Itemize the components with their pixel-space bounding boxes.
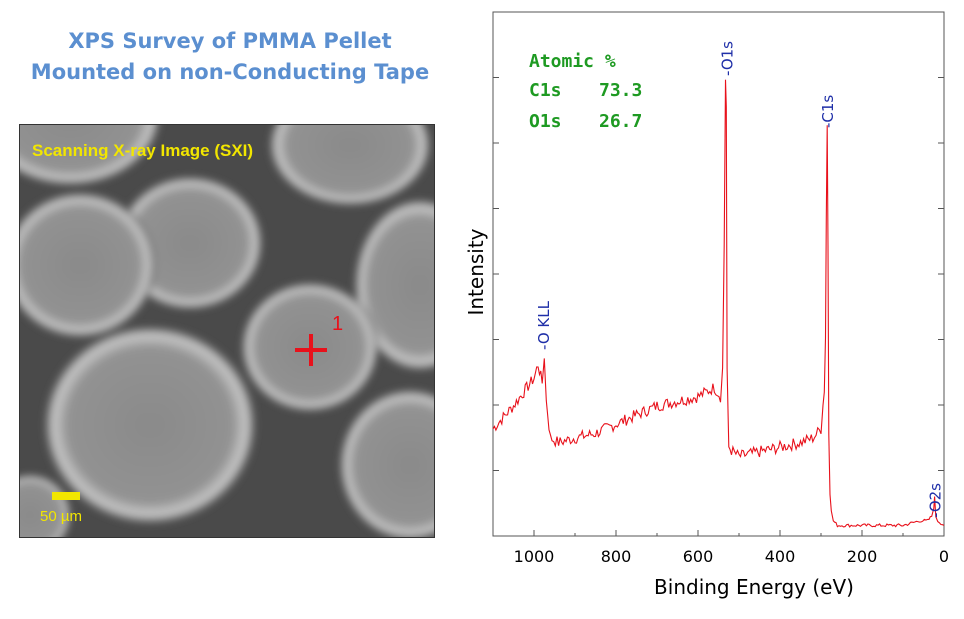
pellet	[355, 200, 434, 370]
x-axis-title: Binding Energy (eV)	[654, 575, 854, 599]
peak-label: -O KLL	[535, 300, 553, 350]
peak-label: -O1s	[718, 41, 736, 76]
figure-title: XPS Survey of PMMA Pellet Mounted on non…	[0, 26, 460, 88]
pellet	[20, 193, 155, 337]
composition-value: 26.7	[599, 111, 642, 132]
sxi-label: Scanning X-ray Image (SXI)	[32, 141, 254, 160]
sxi-image-panel: Scanning X-ray Image (SXI) 1 50 µm	[19, 124, 435, 538]
annotation-layer: -O KLL -O1s -C1s -O2s	[535, 41, 945, 518]
y-ticks	[493, 77, 944, 471]
composition-element: O1s	[529, 111, 562, 132]
series-layer	[492, 79, 945, 528]
composition-element: C1s	[529, 80, 562, 101]
marker-label: 1	[332, 313, 344, 335]
x-ticks: 1000 800 600 400 200 0	[492, 530, 949, 566]
pellet	[270, 125, 430, 205]
pellet	[45, 327, 255, 523]
spectrum-line	[492, 79, 945, 528]
pellet	[20, 125, 160, 185]
analysis-point-marker	[295, 334, 327, 366]
title-line-2: Mounted on non-Conducting Tape	[30, 60, 430, 84]
x-tick-label: 800	[601, 547, 632, 566]
x-tick-label: 0	[939, 547, 949, 566]
x-tick-label: 400	[765, 547, 796, 566]
y-axis-title: Intensity	[464, 228, 488, 315]
composition-value: 73.3	[599, 80, 642, 101]
title-line-1: XPS Survey of PMMA Pellet	[68, 29, 392, 53]
pellet	[20, 475, 70, 537]
composition-heading: Atomic %	[529, 51, 616, 72]
x-tick-label: 200	[847, 547, 878, 566]
x-tick-label: 600	[683, 547, 714, 566]
peak-label: -C1s	[819, 95, 837, 128]
composition-table: Atomic % C1s 73.3 O1s 26.7	[529, 51, 642, 132]
peak-label: -O2s	[927, 483, 945, 518]
scale-bar	[52, 492, 80, 500]
sxi-micrograph	[20, 125, 434, 537]
x-tick-label: 1000	[514, 547, 555, 566]
pellet	[340, 390, 434, 537]
scale-label: 50 µm	[40, 508, 82, 525]
